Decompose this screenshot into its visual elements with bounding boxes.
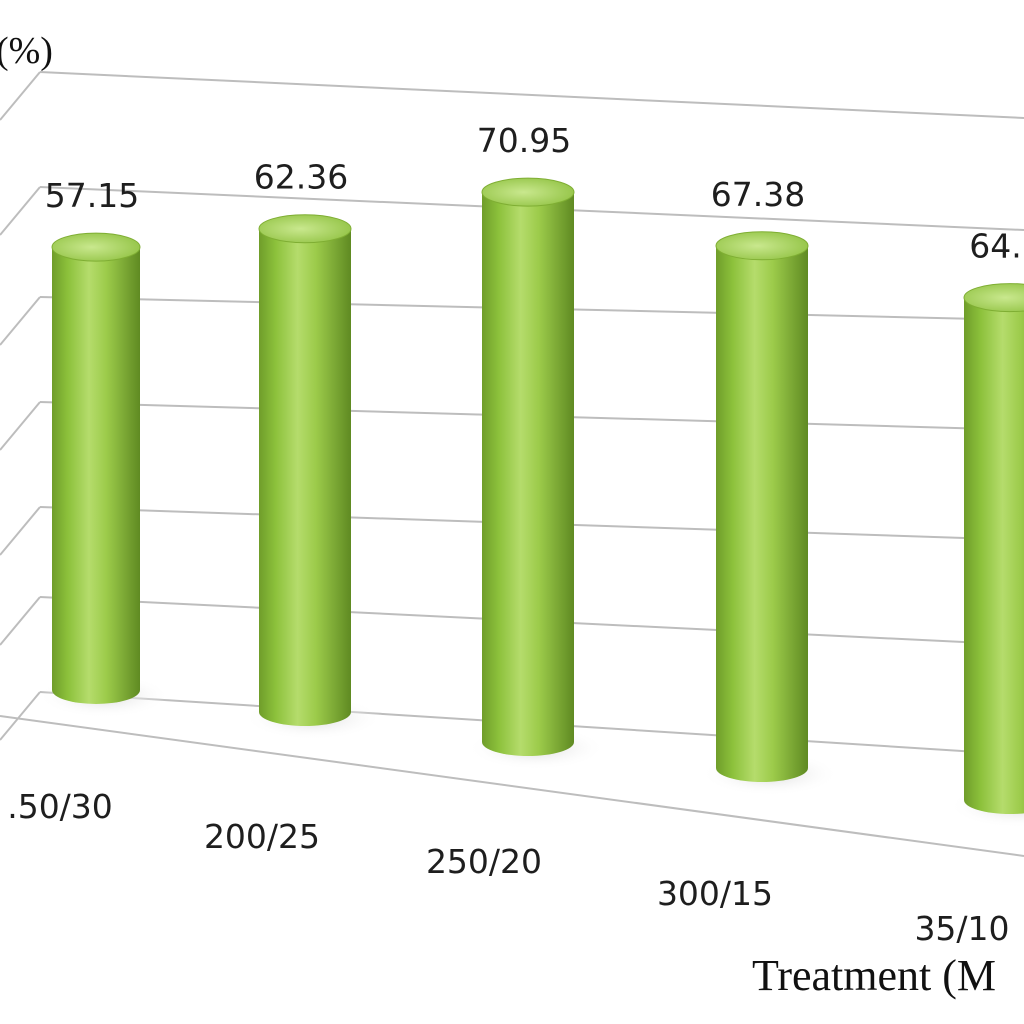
bar-top xyxy=(481,177,575,207)
gridline-side xyxy=(0,296,41,346)
bars xyxy=(38,177,1024,828)
data-label: 70.95 xyxy=(477,121,571,160)
bar-top xyxy=(51,232,141,262)
bar-body xyxy=(716,245,808,768)
x-tick-label: 300/15 xyxy=(657,874,773,913)
bar xyxy=(949,283,1024,828)
bar-base xyxy=(259,698,351,726)
gridline-side xyxy=(0,596,41,646)
bar xyxy=(38,232,170,718)
x-tick-label: 35/10 xyxy=(914,909,1009,948)
bar-base xyxy=(964,786,1024,814)
gridline-side xyxy=(0,691,41,741)
y-axis-label: (%) xyxy=(0,30,53,72)
bar-base xyxy=(52,676,140,704)
gridline xyxy=(39,71,1024,119)
bar-body xyxy=(964,297,1024,800)
gridline-side xyxy=(0,186,41,236)
labels: 57.15 62.36 70.95 67.38 64.8 .50/30 200/25 250/… xyxy=(7,121,1024,948)
x-tick-label: 250/20 xyxy=(426,842,542,881)
data-label: 64.8 xyxy=(969,227,1024,266)
data-label: 62.36 xyxy=(254,158,348,197)
bar-body xyxy=(259,228,351,712)
bar-body xyxy=(52,247,140,690)
x-tick-label: 200/25 xyxy=(204,817,320,856)
bar-body xyxy=(482,192,574,742)
bar-base xyxy=(716,754,808,782)
bar-top xyxy=(258,214,352,244)
gridline-side xyxy=(0,506,41,556)
data-label: 57.15 xyxy=(45,176,139,215)
bar-top xyxy=(715,231,809,261)
data-label: 67.38 xyxy=(711,175,805,214)
bar-top xyxy=(963,283,1024,313)
gridline-side xyxy=(0,401,41,451)
bar-base xyxy=(482,728,574,756)
bar xyxy=(244,214,382,740)
x-tick-label: .50/30 xyxy=(7,787,113,826)
x-axis-title: Treatment (M xyxy=(752,951,996,1000)
gridline-side xyxy=(0,71,41,121)
floor-edge xyxy=(0,715,1024,857)
bar xyxy=(467,177,605,770)
bar xyxy=(701,231,839,796)
